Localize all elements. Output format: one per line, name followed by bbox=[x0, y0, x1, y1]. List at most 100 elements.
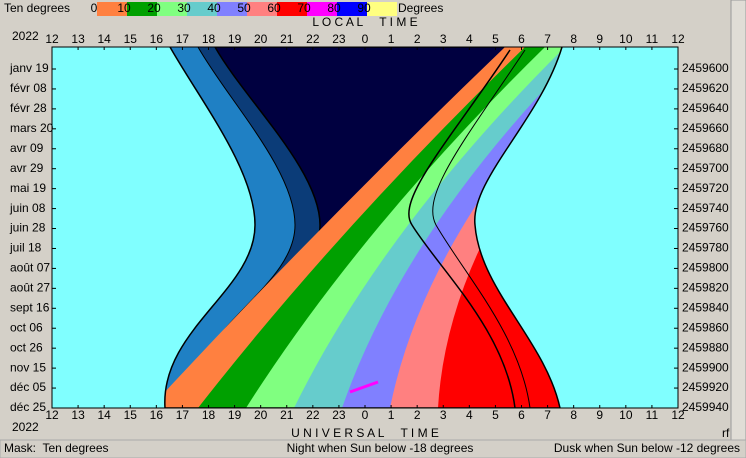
universal-time-label: U N I V E R S A L T I M E bbox=[291, 426, 439, 440]
date-label: oct 26 bbox=[10, 340, 43, 354]
date-label: juin 08 bbox=[9, 201, 46, 215]
bottom-hour-label: 16 bbox=[150, 408, 164, 422]
top-hour-label: 16 bbox=[150, 32, 164, 46]
bottom-hour-label: 6 bbox=[518, 408, 525, 422]
legend-label: 0 bbox=[91, 1, 98, 15]
legend-swatch bbox=[157, 2, 187, 16]
legend-swatch bbox=[277, 2, 307, 16]
top-hour-label: 0 bbox=[362, 32, 369, 46]
local-time-label: L O C A L T I M E bbox=[312, 15, 417, 29]
top-hour-label: 10 bbox=[619, 32, 633, 46]
bottom-hour-label: 4 bbox=[466, 408, 473, 422]
julian-day-label: 2459620 bbox=[682, 81, 729, 95]
bottom-hour-label: 5 bbox=[492, 408, 499, 422]
bottom-hour-label: 23 bbox=[332, 408, 346, 422]
legend-swatch bbox=[127, 2, 157, 16]
julian-day-label: 2459720 bbox=[682, 181, 729, 195]
legend-label: 90 bbox=[357, 1, 371, 15]
legend-label: 60 bbox=[267, 1, 281, 15]
legend-swatch bbox=[337, 2, 367, 16]
top-hour-label: 1 bbox=[388, 32, 395, 46]
julian-day-label: 2459740 bbox=[682, 201, 729, 215]
top-hour-label: 20 bbox=[254, 32, 268, 46]
top-hour-label: 11 bbox=[646, 32, 659, 46]
date-label: déc 05 bbox=[10, 380, 46, 394]
status-dusk: Dusk when Sun below -12 degrees bbox=[554, 441, 740, 455]
legend-swatch bbox=[187, 2, 217, 16]
date-label: déc 25 bbox=[10, 400, 46, 414]
corner-label: rf bbox=[722, 426, 730, 440]
high-altitude-streak bbox=[349, 380, 379, 394]
status-night: Night when Sun below -18 degrees bbox=[287, 441, 474, 455]
bottom-hour-label: 12 bbox=[45, 408, 59, 422]
legend-swatch bbox=[97, 2, 127, 16]
bottom-hour-label: 0 bbox=[362, 408, 369, 422]
top-hour-label: 14 bbox=[97, 32, 111, 46]
bottom-hour-label: 2 bbox=[414, 408, 421, 422]
date-label: mars 20 bbox=[10, 121, 54, 135]
top-hour-label: 22 bbox=[306, 32, 320, 46]
top-hour-label: 18 bbox=[202, 32, 216, 46]
bottom-hour-label: 22 bbox=[306, 408, 320, 422]
bottom-hour-label: 3 bbox=[440, 408, 447, 422]
top-hour-label: 15 bbox=[124, 32, 138, 46]
top-hour-label: 9 bbox=[596, 32, 603, 46]
bottom-hour-label: 21 bbox=[280, 408, 294, 422]
date-label: févr 08 bbox=[10, 81, 47, 95]
dawn-line bbox=[432, 49, 531, 408]
julian-day-label: 2459880 bbox=[682, 340, 729, 354]
julian-day-label: 2459780 bbox=[682, 241, 729, 255]
legend-label: 80 bbox=[327, 1, 341, 15]
date-label: avr 09 bbox=[10, 141, 44, 155]
bottom-hour-label: 10 bbox=[619, 408, 633, 422]
top-hour-label: 4 bbox=[466, 32, 473, 46]
top-hour-label: 12 bbox=[671, 32, 685, 46]
bottom-hour-label: 19 bbox=[228, 408, 242, 422]
julian-day-label: 2459640 bbox=[682, 101, 729, 115]
julian-day-label: 2459600 bbox=[682, 61, 729, 75]
legend-swatch bbox=[367, 2, 397, 16]
legend-swatch bbox=[307, 2, 337, 16]
date-label: août 27 bbox=[10, 281, 50, 295]
date-label: oct 06 bbox=[10, 320, 43, 334]
bottom-hour-label: 15 bbox=[124, 408, 138, 422]
legend-swatch bbox=[247, 2, 277, 16]
julian-day-label: 2459700 bbox=[682, 161, 729, 175]
top-hour-label: 12 bbox=[45, 32, 59, 46]
top-hour-label: 7 bbox=[544, 32, 551, 46]
bottom-hour-label: 1 bbox=[388, 408, 395, 422]
top-hour-label: 21 bbox=[280, 32, 294, 46]
julian-day-label: 2459760 bbox=[682, 221, 729, 235]
bottom-hour-label: 11 bbox=[646, 408, 659, 422]
bottom-hour-label: 9 bbox=[596, 408, 603, 422]
bottom-hour-label: 8 bbox=[570, 408, 577, 422]
julian-day-label: 2459940 bbox=[682, 400, 729, 414]
top-hour-label: 23 bbox=[332, 32, 346, 46]
top-hour-label: 17 bbox=[176, 32, 190, 46]
julian-day-label: 2459900 bbox=[682, 360, 729, 374]
julian-day-label: 2459660 bbox=[682, 121, 729, 135]
bottom-hour-label: 13 bbox=[71, 408, 85, 422]
top-hour-label: 19 bbox=[228, 32, 242, 46]
bottom-hour-label: 12 bbox=[671, 408, 685, 422]
legend: 0 10 20 30 40 50 60 70 80 90 bbox=[91, 1, 397, 16]
top-hour-label: 5 bbox=[492, 32, 499, 46]
date-label: févr 28 bbox=[10, 101, 47, 115]
top-hour-label: 3 bbox=[440, 32, 447, 46]
bottom-hour-label: 7 bbox=[544, 408, 551, 422]
date-label: juil 18 bbox=[9, 241, 42, 255]
julian-day-label: 2459800 bbox=[682, 261, 729, 275]
year-top: 2022 bbox=[12, 29, 39, 43]
legend-label: 40 bbox=[207, 1, 221, 15]
scrollbar[interactable] bbox=[730, 0, 746, 444]
legend-unit: Degrees bbox=[398, 1, 443, 15]
top-hour-label: 8 bbox=[570, 32, 577, 46]
top-hour-label: 13 bbox=[71, 32, 85, 46]
legend-label: 50 bbox=[237, 1, 251, 15]
date-label: janv 19 bbox=[9, 61, 49, 75]
legend-label: 20 bbox=[147, 1, 161, 15]
legend-swatch bbox=[217, 2, 247, 16]
status-mask: Mask: Ten degrees bbox=[4, 441, 109, 455]
bottom-hour-label: 14 bbox=[97, 408, 111, 422]
